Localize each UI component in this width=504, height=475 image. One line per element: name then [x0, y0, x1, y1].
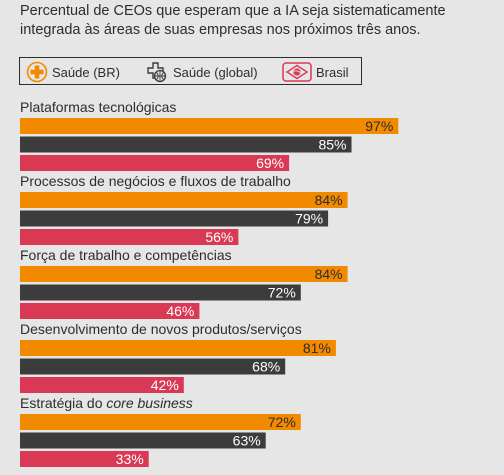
- bar-sa-de-br: [20, 414, 301, 430]
- chart-title-line-2: integrada às áreas de suas empresas nos …: [20, 22, 421, 38]
- legend: Saúde (BR) Saúde (global) Brasil: [19, 57, 362, 85]
- bar-brasil: [20, 451, 149, 467]
- brazil-flag-icon: [282, 61, 312, 83]
- value-label: 84%: [315, 266, 343, 282]
- bar-sa-de-br: [20, 118, 399, 134]
- legend-item-brasil: Brasil: [282, 58, 349, 86]
- category-label: Processos de negócios e fluxos de trabal…: [20, 173, 291, 189]
- value-label: 46%: [166, 303, 194, 319]
- bar-brasil: [20, 303, 200, 319]
- legend-item-saude-global: Saúde (global): [143, 58, 258, 86]
- bar-sa-de-br: [20, 192, 348, 208]
- value-label: 85%: [318, 137, 346, 153]
- category-label: Força de trabalho e competências: [20, 247, 232, 263]
- category-label: Estratégia do core business: [20, 395, 193, 411]
- value-label: 56%: [205, 229, 233, 245]
- orange-plus-circle-icon: [26, 61, 48, 83]
- value-label: 72%: [268, 414, 296, 430]
- globe-plus-icon: [143, 60, 169, 84]
- value-label: 84%: [315, 192, 343, 208]
- chart-title: Percentual de CEOs que esperam que a IA …: [20, 2, 490, 40]
- legend-label-saude-br: Saúde (BR): [52, 64, 120, 80]
- legend-label-saude-global: Saúde (global): [173, 64, 258, 80]
- category-label: Desenvolvimento de novos produtos/serviç…: [20, 321, 302, 337]
- bar-brasil: [20, 377, 184, 393]
- value-label: 63%: [233, 433, 261, 449]
- bar-sa-de-global: [20, 210, 329, 227]
- chart-title-line-1: Percentual de CEOs que esperam que a IA …: [20, 3, 446, 19]
- legend-item-saude-br: Saúde (BR): [26, 58, 120, 86]
- value-label: 69%: [256, 155, 284, 171]
- value-label: 81%: [303, 340, 331, 356]
- bar-sa-de-br: [20, 340, 336, 356]
- legend-label-brasil: Brasil: [316, 64, 349, 80]
- value-label: 68%: [252, 359, 280, 375]
- category-label: Plataformas tecnológicas: [20, 99, 176, 115]
- value-label: 97%: [365, 118, 393, 134]
- value-label: 79%: [295, 211, 323, 227]
- bar-sa-de-global: [20, 284, 301, 301]
- bar-sa-de-global: [20, 358, 286, 375]
- bar-brasil: [20, 155, 290, 171]
- bar-sa-de-global: [20, 136, 352, 153]
- value-label: 33%: [116, 451, 144, 467]
- value-label: 42%: [151, 377, 179, 393]
- value-label: 72%: [268, 285, 296, 301]
- bar-sa-de-br: [20, 266, 348, 282]
- bar-brasil: [20, 229, 239, 245]
- bar-sa-de-global: [20, 432, 266, 449]
